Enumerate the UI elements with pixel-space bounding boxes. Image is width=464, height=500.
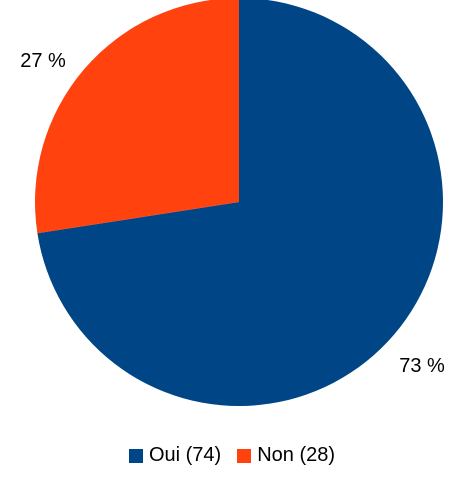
legend: Oui (74) Non (28) <box>0 444 464 467</box>
legend-label-non: Non (28) <box>257 444 336 466</box>
pct-label-oui: 73 % <box>399 355 445 377</box>
legend-swatch-non <box>237 448 252 463</box>
legend-item-non: Non (28) <box>237 444 335 467</box>
legend-item-oui: Oui (74) <box>128 444 222 467</box>
pie-slices <box>35 0 443 406</box>
legend-swatch-oui <box>128 448 143 463</box>
legend-label-oui: Oui (74) <box>148 444 222 466</box>
pct-label-non: 27 % <box>20 50 66 72</box>
pie-labels: 73 % 27 % <box>20 50 445 377</box>
pie-slice-non <box>35 0 239 234</box>
pie-slice-oui <box>37 0 443 406</box>
